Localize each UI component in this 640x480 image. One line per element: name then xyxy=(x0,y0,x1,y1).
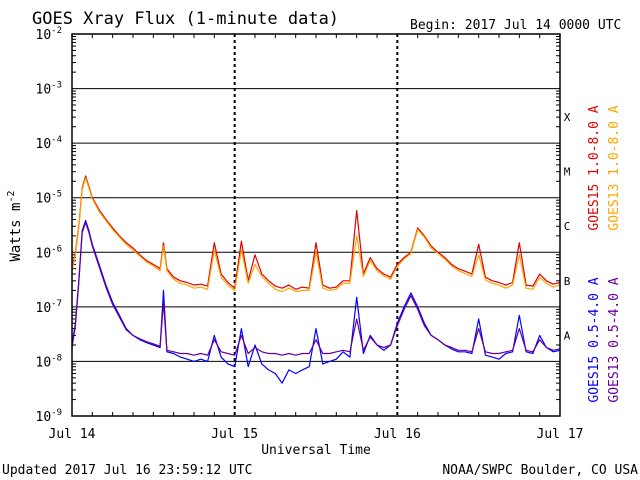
flare-class-c: C xyxy=(564,220,571,233)
series-line-goes15-1-0-8-0-a xyxy=(71,175,561,290)
y-axis-label-exponent: -2 xyxy=(6,190,17,202)
flare-class-m: M xyxy=(564,166,571,179)
series-group xyxy=(71,175,561,384)
y-tick-label: 10-8 xyxy=(36,353,63,370)
y-tick-base: 10 xyxy=(36,301,52,316)
x-axis-label: Universal Time xyxy=(261,443,371,458)
legend-entry: GOES15 0.5-4.0 A xyxy=(587,277,602,402)
y-axis-label: Watts m-2 xyxy=(6,190,24,261)
x-tick-label: Jul 14 xyxy=(49,427,96,442)
y-tick-base: 10 xyxy=(36,28,52,43)
grid xyxy=(72,33,560,417)
credit-label: NOAA/SWPC Boulder, CO USA xyxy=(442,463,638,478)
y-tick-exponent: -6 xyxy=(51,244,62,254)
y-tick-label: 10-2 xyxy=(36,26,63,43)
x-tick-label: Jul 16 xyxy=(374,427,421,442)
legend-entry: GOES13 1.0-8.0 A xyxy=(607,105,622,230)
flare-class-x: X xyxy=(564,111,571,124)
series-line-goes13-0-5-4-0-a xyxy=(71,222,561,356)
flare-class-b: B xyxy=(564,275,571,288)
y-tick-base: 10 xyxy=(36,137,52,152)
begin-label: Begin: 2017 Jul 14 0000 UTC xyxy=(410,18,621,33)
series-line-goes13-1-0-8-0-a xyxy=(71,177,561,293)
y-tick-exponent: -4 xyxy=(51,135,62,145)
y-tick-labels: 10-210-310-410-510-610-710-810-9 xyxy=(36,26,63,425)
x-tick-label: Jul 15 xyxy=(211,427,258,442)
legend-entry: GOES13 0.5-4.0 A xyxy=(607,277,622,402)
y-tick-exponent: -2 xyxy=(51,26,62,36)
y-tick-label: 10-4 xyxy=(36,135,63,152)
legend-entry: GOES15 1.0-8.0 A xyxy=(587,105,602,230)
y-tick-base: 10 xyxy=(36,83,52,98)
chart-title: GOES Xray Flux (1-minute data) xyxy=(32,9,339,29)
y-axis-label-text: Watts m xyxy=(8,203,24,262)
x-tick-labels: Jul 14 Jul 15 Jul 16 Jul 17 xyxy=(49,427,584,442)
y-tick-label: 10-5 xyxy=(36,190,63,207)
y-tick-label: 10-9 xyxy=(36,408,63,425)
y-tick-base: 10 xyxy=(36,246,52,261)
x-tick-label: Jul 17 xyxy=(537,427,584,442)
legend: GOES15 1.0-8.0 A GOES13 1.0-8.0 A GOES15 0… xyxy=(587,105,622,402)
plot-frame xyxy=(71,33,561,417)
y-tick-exponent: -9 xyxy=(51,408,62,418)
y-tick-exponent: -3 xyxy=(51,81,62,91)
y-tick-exponent: -5 xyxy=(51,190,62,200)
y-tick-label: 10-3 xyxy=(36,81,63,98)
y-tick-exponent: -7 xyxy=(51,299,62,309)
y-tick-exponent: -8 xyxy=(51,353,62,363)
y-tick-base: 10 xyxy=(36,410,52,425)
y-tick-label: 10-6 xyxy=(36,244,63,261)
updated-timestamp: Updated 2017 Jul 16 23:59:12 UTC xyxy=(2,463,252,478)
y-tick-label: 10-7 xyxy=(36,299,63,316)
y-tick-base: 10 xyxy=(36,355,52,370)
y-tick-base: 10 xyxy=(36,192,52,207)
flare-class-labels: X M C B A xyxy=(564,111,571,342)
flare-class-a: A xyxy=(564,329,571,342)
